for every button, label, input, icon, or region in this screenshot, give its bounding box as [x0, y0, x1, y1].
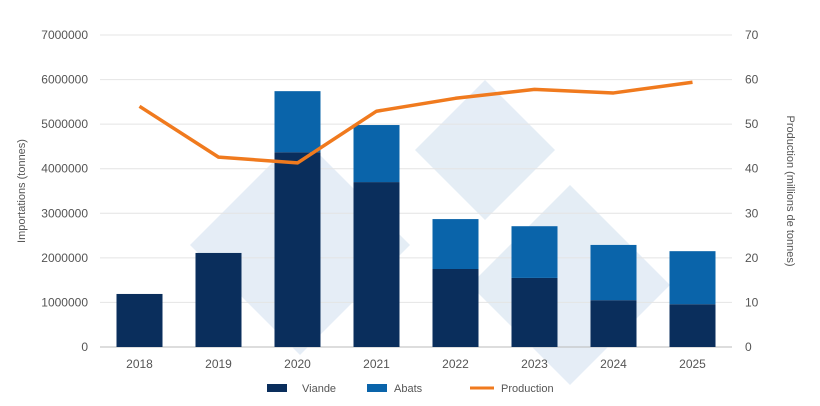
watermark-diamond: [470, 185, 670, 385]
y2-tick-label: 40: [745, 162, 759, 176]
y-tick-label: 3000000: [41, 206, 88, 220]
y2-tick-label: 10: [745, 295, 759, 309]
bar-viande: [511, 277, 558, 347]
y-axis-label: Importations (tonnes): [16, 139, 28, 243]
y-tick-label: 5000000: [41, 117, 88, 131]
bar-abats: [669, 251, 716, 305]
y2-tick-label: 70: [745, 28, 759, 42]
x-tick-label: 2025: [679, 357, 706, 371]
legend-swatch-viande: [267, 384, 287, 392]
x-tick-label: 2022: [442, 357, 469, 371]
legend-swatch-abats: [367, 384, 387, 392]
x-tick-label: 2024: [600, 357, 627, 371]
bar-abats: [432, 219, 479, 269]
y2-tick-label: 50: [745, 117, 759, 131]
watermark-diamond: [415, 80, 555, 220]
legend-label-viande: Viande: [302, 383, 336, 395]
y2-tick-label: 30: [745, 206, 759, 220]
y-tick-label: 6000000: [41, 73, 88, 87]
x-tick-label: 2018: [126, 357, 153, 371]
legend-label-abats: Abats: [394, 383, 423, 395]
bar-abats: [274, 91, 321, 153]
y-tick-label: 4000000: [41, 162, 88, 176]
y-tick-label: 1000000: [41, 295, 88, 309]
legend-label-production: Production: [501, 383, 554, 395]
bar-abats: [590, 244, 637, 301]
bar-viande: [590, 300, 637, 347]
bar-viande: [274, 152, 321, 347]
legend: Viande Abats Production: [267, 383, 554, 395]
bar-viande: [432, 269, 479, 347]
bar-viande: [669, 304, 716, 347]
y-tick-label: 7000000: [41, 28, 88, 42]
bar-viande: [195, 252, 242, 347]
y2-tick-label: 0: [745, 340, 752, 354]
bar-viande: [353, 182, 400, 347]
x-tick-label: 2019: [205, 357, 232, 371]
bar-abats: [353, 125, 400, 183]
x-tick-label: 2023: [521, 357, 548, 371]
bar-viande: [116, 293, 163, 347]
bar-abats: [511, 226, 558, 278]
x-tick-label: 2021: [363, 357, 390, 371]
y2-tick-label: 60: [745, 73, 759, 87]
y2-axis-label: Production (millions de tonnes): [784, 115, 796, 266]
line-production: [138, 80, 693, 165]
y-tick-label: 0: [81, 340, 88, 354]
y-tick-label: 2000000: [41, 251, 88, 265]
y2-tick-label: 20: [745, 251, 759, 265]
x-tick-label: 2020: [284, 357, 311, 371]
